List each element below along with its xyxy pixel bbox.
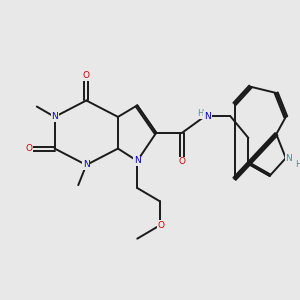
Text: N: N — [204, 112, 211, 121]
Text: N: N — [83, 160, 90, 169]
Text: O: O — [158, 221, 165, 230]
Text: N: N — [51, 112, 58, 122]
Text: N: N — [134, 156, 141, 165]
Text: H: H — [295, 160, 300, 169]
Text: O: O — [83, 71, 90, 80]
Text: N: N — [285, 154, 292, 163]
Text: O: O — [179, 157, 186, 166]
Text: H: H — [197, 109, 203, 118]
Text: O: O — [25, 144, 32, 153]
